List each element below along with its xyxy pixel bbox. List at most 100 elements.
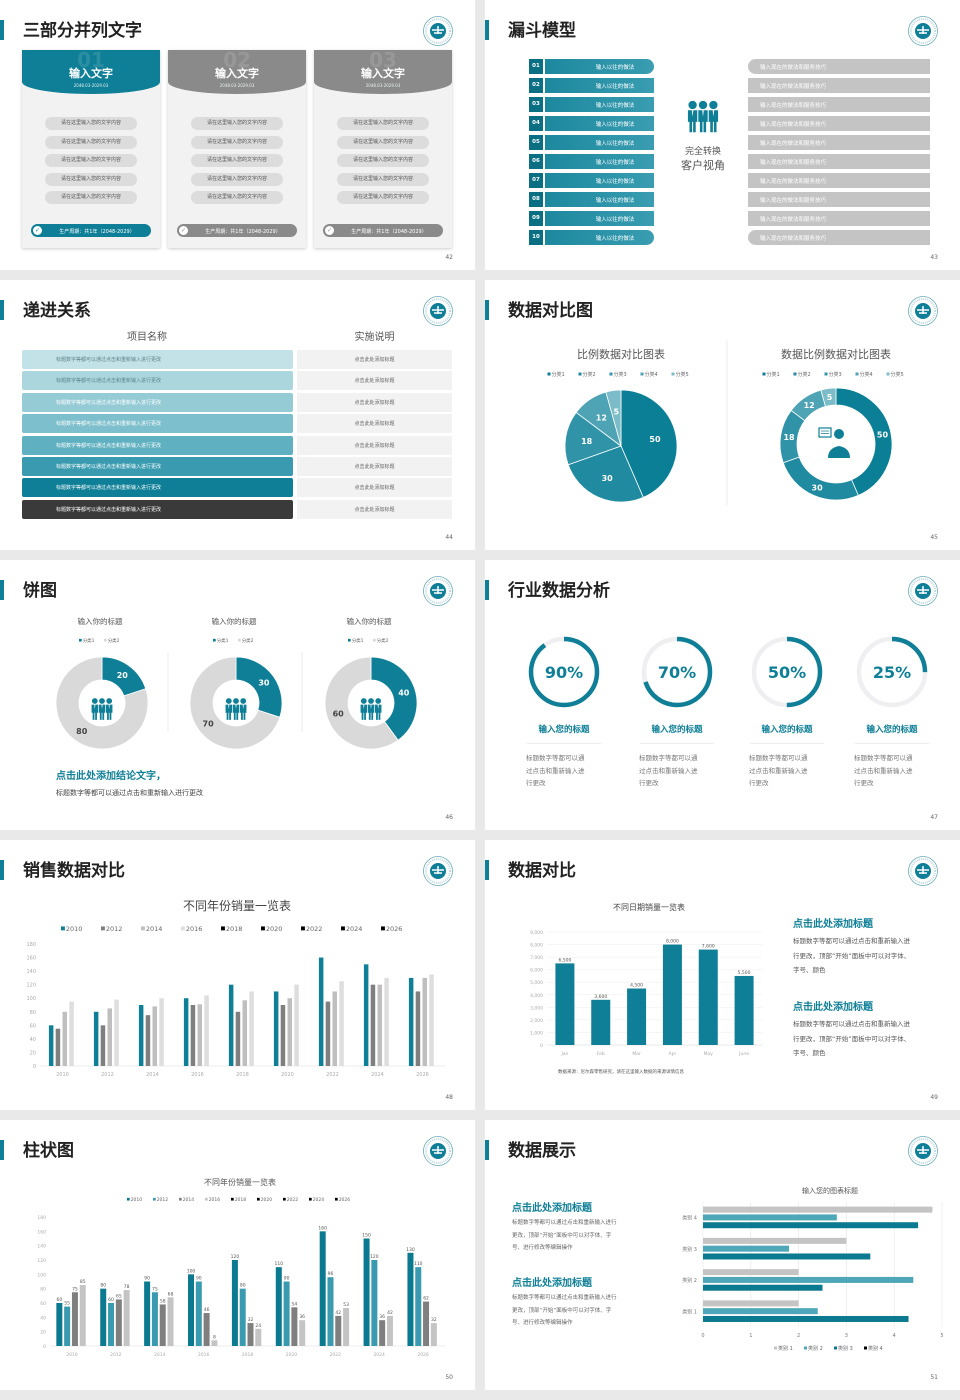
check-circle-icon: ✓ [325, 226, 334, 235]
bar [627, 988, 647, 1045]
data-label: 55 [64, 1301, 70, 1307]
y-tick-label: 120 [37, 1258, 46, 1264]
legend-label: 分类1 [217, 637, 229, 644]
bar [287, 998, 292, 1066]
block-body-line: 标题数字等都可以通过点击和重新输入进行 [512, 1220, 617, 1226]
previous-practice-text: 输入以往的做法 [595, 103, 635, 109]
card-footer-text: 生产周期：共1年（2048-2029） [59, 228, 135, 235]
slide-title: 数据展示 [508, 1141, 576, 1161]
bar [662, 944, 682, 1045]
item-body-line: 行更改 [526, 779, 546, 787]
legend-swatch [834, 1346, 837, 1350]
current-practice-bar: 输入现在的做法和服务技巧 [748, 173, 930, 188]
card-number: 02 [223, 48, 251, 72]
x-tick-label: Mar [632, 1051, 641, 1057]
data-label: 62 [423, 1296, 429, 1302]
progression-row[interactable]: 标题数字等都可以通过点击和重新输入进行更改 [22, 499, 293, 519]
current-practice-text: 输入现在的做法和服务技巧 [760, 179, 827, 185]
bar [151, 1292, 158, 1346]
chart-title: 输入您的图表标题 [802, 1186, 858, 1195]
y-tick-label: 类别 2 [682, 1277, 697, 1284]
item-body-line: 标题数字等都可以通 [639, 754, 698, 762]
data-label: 50 [877, 430, 889, 439]
progression-row[interactable]: 标题数字等都可以通过点击和重新输入进行更改 [22, 435, 293, 455]
legend-swatch [257, 1197, 260, 1201]
legend-swatch [238, 638, 241, 642]
x-tick-label: June [738, 1051, 749, 1057]
data-label: 80 [240, 1283, 246, 1289]
bar [275, 1267, 282, 1346]
card-item: 请在这里输入您的文字内容 [191, 154, 283, 167]
y-tick-label: 140 [37, 1244, 46, 1250]
bar [363, 964, 369, 1066]
page-number: 44 [445, 534, 453, 541]
bar [339, 981, 344, 1066]
block-body-line: 标题数字等都可以通过点击和重新输入进 [793, 937, 910, 945]
legend-swatch [774, 1346, 777, 1350]
y-tick-label: 100 [26, 996, 36, 1002]
legend-swatch [205, 1197, 208, 1201]
card-footer-pill[interactable]: ✓ 生产周期：共1年（2048-2029） [177, 224, 297, 237]
current-practice-bar: 输入现在的做法和服务技巧 [748, 59, 930, 74]
card-footer-pill[interactable]: ✓ 生产周期：共1年（2048-2029） [31, 224, 151, 237]
y-tick-label: 160 [26, 956, 36, 962]
bar [591, 999, 611, 1045]
card-heading: 输入文字 [69, 67, 113, 80]
slide-progression: 递进关系 44 项目名称 实施说明 标题数字等都可以通过点击和重新输入进行更改 点击此处添… [0, 280, 475, 550]
step-number: 04 [529, 116, 543, 131]
bar [93, 1011, 99, 1066]
item-body-line: 标题数字等都可以通 [526, 754, 585, 762]
progression-row[interactable]: 标题数字等都可以通过点击和重新输入进行更改 [22, 350, 293, 369]
slide-title: 递进关系 [23, 301, 91, 321]
legend-label: 类别 2 [808, 1345, 823, 1352]
chart-title: 输入你的标题 [78, 616, 123, 626]
x-tick-label: 1 [749, 1333, 752, 1339]
people-icon [225, 698, 247, 720]
school-logo [423, 856, 453, 886]
legend-swatch [824, 372, 828, 376]
row-desc-cell: 点击此处添加标题 [297, 435, 452, 455]
page-number: 49 [930, 1094, 938, 1101]
bar [197, 1004, 202, 1066]
title-accent-bar [485, 300, 489, 320]
slide-title: 销售数据对比 [23, 861, 125, 881]
y-tick-label: 40 [40, 1315, 46, 1321]
data-source: 数据来源：尼尔森零售研究，请在这里输入数据的来源详情信息 [558, 1070, 684, 1075]
row-desc: 点击此处添加标题 [354, 464, 395, 470]
bar [291, 1307, 298, 1346]
row-desc: 点击此处添加标题 [354, 421, 395, 428]
x-tick-label: 2 [797, 1333, 800, 1339]
progression-row[interactable]: 标题数字等都可以通过点击和重新输入进行更改 [22, 457, 293, 476]
page-number: 51 [930, 1374, 938, 1381]
bar [71, 1292, 78, 1346]
bar [429, 974, 434, 1066]
progression-row[interactable]: 标题数字等都可以通过点击和重新输入进行更改 [22, 414, 293, 434]
data-label: 53 [343, 1302, 349, 1308]
x-tick-label: 2016 [198, 1352, 210, 1358]
x-tick-label: 2024 [371, 1072, 384, 1078]
data-label: 5 [613, 408, 619, 417]
y-tick-label: 8,000 [530, 943, 543, 949]
data-label: 90 [144, 1276, 150, 1282]
title-accent-bar [0, 1140, 4, 1160]
title-accent-bar [0, 860, 4, 880]
card-footer-pill[interactable]: ✓ 生产周期：共1年（2048-2029） [323, 224, 443, 237]
legend-swatch [804, 1346, 807, 1350]
progression-row[interactable]: 标题数字等都可以通过点击和重新输入进行更改 [22, 371, 293, 391]
legend-swatch [283, 1197, 286, 1201]
page-number: 46 [445, 814, 453, 821]
legend-swatch [762, 372, 766, 376]
current-practice-bar: 输入现在的做法和服务技巧 [748, 211, 930, 226]
card-number: 03 [369, 48, 397, 72]
card-date: 2048.03-2029.03 [219, 83, 255, 88]
progression-row[interactable]: 标题数字等都可以通过点击和重新输入进行更改 [22, 392, 293, 412]
x-tick-label: 2020 [286, 1352, 298, 1358]
x-tick-label: 2016 [191, 1072, 204, 1078]
x-tick-label: 3 [845, 1333, 848, 1339]
legend-label: 2022 [306, 925, 323, 933]
progression-row[interactable]: 标题数字等都可以通过点击和重新输入进行更改 [22, 478, 293, 498]
slide-title: 柱状图 [23, 1141, 74, 1161]
data-label: 5,500 [738, 970, 751, 976]
current-practice-bar: 输入现在的做法和服务技巧 [748, 116, 930, 131]
